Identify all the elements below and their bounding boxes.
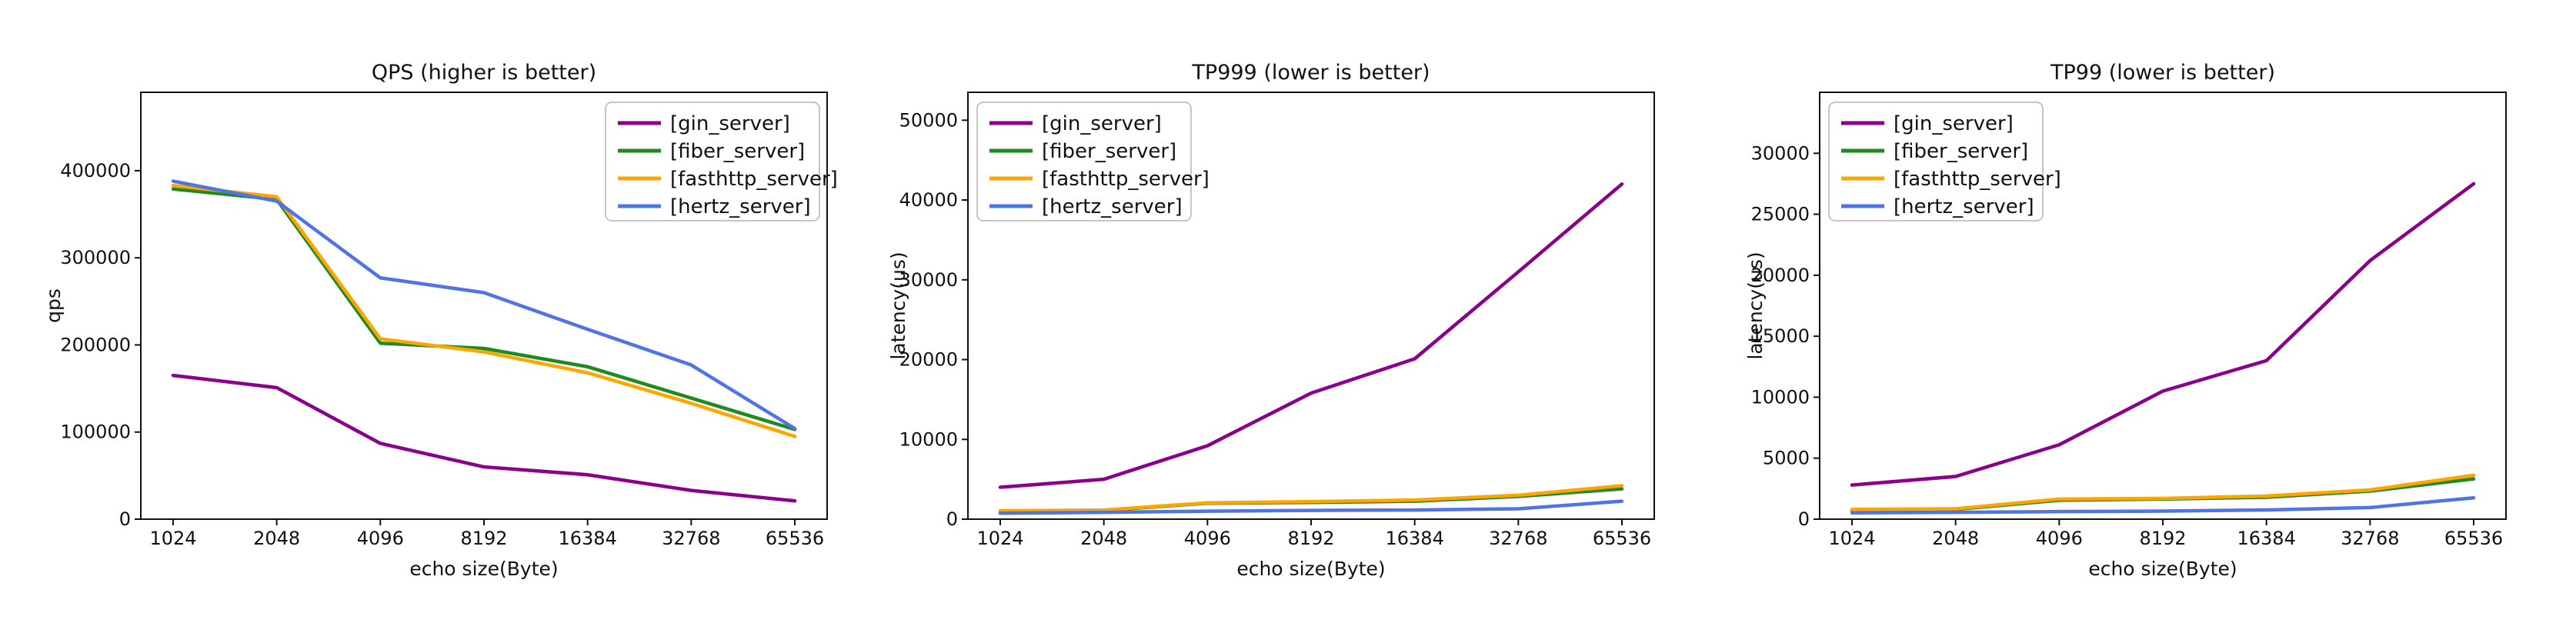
y-tick-label: 20000 bbox=[899, 349, 958, 371]
x-axis-label: echo size(Byte) bbox=[2088, 558, 2237, 580]
series-line-gin_server bbox=[998, 182, 1624, 489]
x-axis-label: echo size(Byte) bbox=[409, 558, 558, 580]
x-tick-label: 8192 bbox=[2139, 528, 2186, 549]
chart-block-2: TP99 (lower is better) 0 5000 10000 15000 200… bbox=[1717, 0, 2576, 623]
legend-label: [fiber_server] bbox=[1894, 140, 2028, 163]
series-line-gin_server bbox=[171, 373, 797, 503]
legend-label: [gin_server] bbox=[670, 112, 790, 135]
x-tick-label: 32768 bbox=[1489, 528, 1547, 549]
legend-label: [gin_server] bbox=[1894, 112, 2014, 135]
x-tick-label: 32768 bbox=[2341, 528, 2399, 549]
legend-label: [gin_server] bbox=[1042, 112, 1162, 135]
series-line-gin_server bbox=[1850, 182, 2476, 487]
y-tick-label: 200000 bbox=[60, 334, 131, 355]
legend-label: [fiber_server] bbox=[670, 140, 805, 163]
x-tick-label: 65536 bbox=[1593, 528, 1651, 549]
y-tick-label: 15000 bbox=[1751, 325, 1810, 347]
legend-label: [hertz_server] bbox=[670, 195, 811, 218]
legend-label: [hertz_server] bbox=[1042, 195, 1183, 218]
y-tick-label: 0 bbox=[946, 508, 958, 530]
y-tick-label: 300000 bbox=[60, 247, 131, 268]
x-tick-label: 16384 bbox=[558, 528, 616, 549]
legend-box bbox=[605, 102, 820, 222]
y-tick-label: 25000 bbox=[1751, 204, 1810, 225]
legend-label: [hertz_server] bbox=[1894, 195, 2034, 218]
x-axis-label: echo size(Byte) bbox=[1236, 558, 1385, 580]
y-tick-label: 10000 bbox=[899, 428, 958, 450]
x-tick-label: 1024 bbox=[976, 528, 1023, 549]
y-tick-label: 5000 bbox=[1763, 448, 1810, 469]
y-axis-label: latency(us) bbox=[1744, 252, 1767, 359]
x-tick-label: 4096 bbox=[1184, 528, 1231, 549]
x-tick-label: 1024 bbox=[149, 528, 196, 549]
x-tick-label: 4096 bbox=[357, 528, 404, 549]
y-tick-label: 50000 bbox=[899, 109, 958, 131]
series-line-hertz_server bbox=[171, 179, 797, 431]
series-line-fasthttp_server bbox=[1850, 473, 2476, 511]
y-tick-label: 40000 bbox=[899, 189, 958, 211]
y-axis-label: latency(us) bbox=[887, 252, 909, 359]
legend-label: [fasthttp_server] bbox=[1894, 168, 2061, 191]
x-tick-label: 8192 bbox=[460, 528, 507, 549]
x-tick-label: 32768 bbox=[662, 528, 720, 549]
chart-plot-1: TP999 (lower is better) 0 10000 20000 30000 4… bbox=[887, 61, 1655, 580]
chart-block-1: TP999 (lower is better) 0 10000 20000 30000 4… bbox=[859, 0, 1717, 623]
x-tick-label: 2048 bbox=[253, 528, 300, 549]
y-tick-label: 0 bbox=[1798, 508, 1810, 530]
series-line-hertz_server bbox=[998, 499, 1624, 515]
series-line-fasthttp_server bbox=[171, 183, 797, 438]
x-tick-label: 8192 bbox=[1287, 528, 1334, 549]
series-line-fasthttp_server bbox=[998, 484, 1624, 513]
legend-box bbox=[976, 102, 1192, 222]
x-tick-label: 2048 bbox=[1932, 528, 1979, 549]
x-tick-label: 2048 bbox=[1080, 528, 1127, 549]
chart-title: TP999 (lower is better) bbox=[1191, 61, 1430, 85]
y-axis-label: qps bbox=[42, 288, 65, 323]
legend-box bbox=[1828, 102, 2044, 222]
chart-block-0: QPS (higher is better) 0 100000 200000 30000… bbox=[0, 0, 859, 623]
legend-label: [fasthttp_server] bbox=[1042, 168, 1210, 191]
series-line-hertz_server bbox=[1850, 496, 2476, 515]
y-tick-label: 10000 bbox=[1751, 386, 1810, 408]
y-tick-label: 0 bbox=[119, 508, 131, 530]
x-tick-label: 65536 bbox=[2444, 528, 2503, 549]
legend-label: [fasthttp_server] bbox=[670, 168, 838, 191]
y-tick-label: 30000 bbox=[1751, 142, 1810, 164]
x-tick-label: 16384 bbox=[2237, 528, 2295, 549]
series-line-fiber_server bbox=[171, 187, 797, 431]
chart-title: TP99 (lower is better) bbox=[2050, 61, 2275, 85]
y-tick-label: 100000 bbox=[60, 421, 131, 443]
y-tick-label: 400000 bbox=[60, 160, 131, 182]
chart-plot-2: TP99 (lower is better) 0 5000 10000 15000 200… bbox=[1744, 61, 2507, 580]
chart-plot-0: QPS (higher is better) 0 100000 200000 30000… bbox=[42, 61, 838, 580]
legend-label: [fiber_server] bbox=[1042, 140, 1176, 163]
y-tick-label: 30000 bbox=[899, 269, 958, 291]
y-tick-label: 20000 bbox=[1751, 265, 1810, 286]
x-tick-label: 16384 bbox=[1385, 528, 1443, 549]
chart-title: QPS (higher is better) bbox=[372, 61, 596, 85]
x-tick-label: 65536 bbox=[766, 528, 824, 549]
x-tick-label: 4096 bbox=[2036, 528, 2083, 549]
x-tick-label: 1024 bbox=[1828, 528, 1875, 549]
